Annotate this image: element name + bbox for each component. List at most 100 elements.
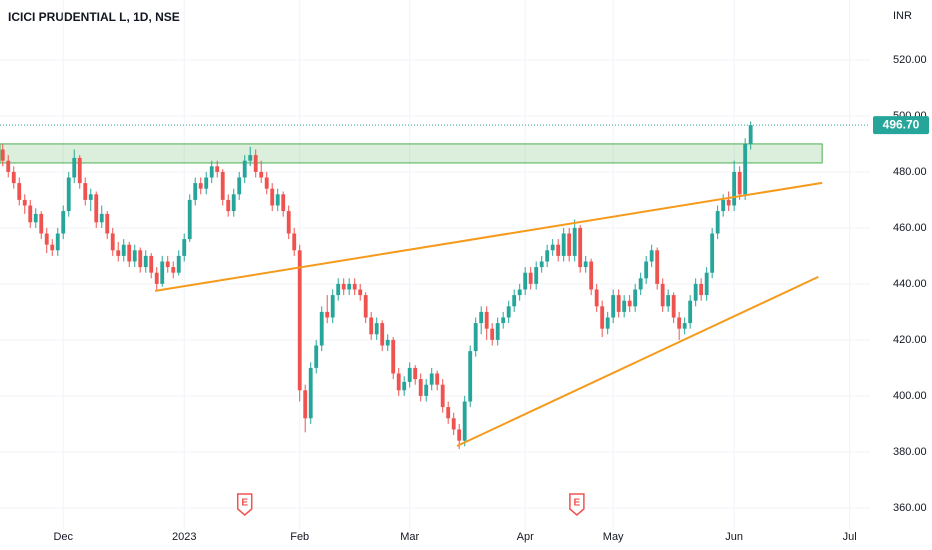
event-marker	[569, 493, 585, 516]
candle-body	[220, 171, 225, 200]
candle-body	[28, 205, 33, 223]
candle-body	[440, 384, 445, 408]
candle-body	[0, 149, 5, 161]
candle-body	[638, 278, 643, 290]
candle-body	[308, 367, 313, 419]
trendline	[154, 181, 823, 292]
last-price-label: 496.70	[883, 117, 920, 131]
candle-body	[83, 183, 88, 200]
x-tick-label: Dec	[53, 531, 73, 543]
candle-body	[743, 143, 748, 195]
candle-body	[187, 199, 192, 240]
candle-body	[231, 194, 236, 212]
candle-body	[352, 283, 357, 290]
zone	[0, 143, 823, 164]
candle-body	[622, 300, 627, 312]
currency-label: INR	[893, 10, 912, 22]
candle-body	[253, 155, 258, 172]
candle-body	[726, 199, 731, 206]
candle-body	[325, 311, 330, 318]
candle-body	[303, 390, 308, 419]
candle-body	[699, 283, 704, 296]
candle-body	[484, 311, 489, 329]
candle-body	[616, 295, 621, 312]
candle-body	[33, 213, 38, 223]
candle-body	[215, 166, 220, 172]
candle-body	[270, 188, 275, 206]
candle-body	[6, 160, 11, 172]
candle-body	[462, 401, 467, 441]
candle-body	[248, 155, 253, 161]
candle-body	[605, 317, 610, 329]
candle-body	[39, 213, 44, 234]
candle-body	[193, 183, 198, 200]
candle-body	[154, 272, 159, 284]
candle-body	[479, 311, 484, 324]
candle-body	[528, 272, 533, 284]
candle-body	[578, 227, 583, 268]
x-tick-label: 2023	[172, 531, 196, 543]
candle-body	[121, 244, 126, 256]
candle-body	[94, 194, 99, 223]
y-tick-label: 360.00	[893, 502, 927, 514]
candle-body	[116, 250, 121, 256]
trendline	[456, 275, 819, 447]
candle-body	[369, 317, 374, 335]
candle-body	[363, 295, 368, 318]
candle-body	[627, 300, 632, 307]
candle-body	[374, 323, 379, 335]
candle-body	[682, 323, 687, 329]
x-tick-label: May	[603, 531, 624, 543]
candle-body	[407, 367, 412, 382]
candle-body	[319, 311, 324, 346]
candle-body	[149, 255, 154, 273]
candle-body	[655, 250, 660, 284]
candle-body	[534, 267, 539, 284]
y-tick-label: 380.00	[893, 446, 927, 458]
candle-body	[506, 306, 511, 318]
candle-body	[110, 233, 115, 251]
candle-body	[644, 261, 649, 279]
x-tick-label: Mar	[400, 531, 419, 543]
candle-body	[22, 199, 27, 206]
candle-body	[380, 323, 385, 346]
candle-body	[429, 373, 434, 385]
candle-body	[297, 250, 302, 391]
candle-body	[413, 367, 418, 380]
event-marker	[236, 493, 253, 516]
candle-body	[704, 272, 709, 296]
candle-body	[666, 295, 671, 307]
candle-body	[495, 323, 500, 340]
candle-body	[198, 183, 203, 189]
candle-body	[737, 171, 742, 195]
last-price-box	[873, 116, 929, 135]
candle-body	[649, 250, 654, 262]
candle-body	[72, 157, 77, 178]
candle-body	[391, 339, 396, 374]
candle-body	[611, 295, 616, 318]
y-tick-label: 480.00	[893, 166, 927, 178]
candle-body	[127, 244, 132, 262]
candle-body	[688, 300, 693, 324]
candle-body	[572, 227, 577, 256]
candle-body	[44, 233, 49, 245]
candle-body	[99, 213, 104, 223]
candle-body	[66, 177, 71, 212]
y-tick-label: 420.00	[893, 334, 927, 346]
candle-body	[17, 183, 22, 200]
candle-body	[435, 373, 440, 385]
candle-body	[721, 199, 726, 212]
candle-body	[330, 295, 335, 318]
candle-body	[633, 289, 638, 307]
candle-body	[512, 295, 517, 307]
candle-body	[396, 373, 401, 391]
candle-body	[132, 250, 137, 262]
x-tick-label: Jun	[725, 531, 743, 543]
candle-body	[446, 407, 451, 419]
candle-body	[314, 345, 319, 368]
candle-body	[171, 267, 176, 273]
candle-body	[176, 255, 181, 273]
candle-body	[182, 239, 187, 256]
x-tick-label: Feb	[290, 531, 309, 543]
candle-body	[259, 171, 264, 178]
